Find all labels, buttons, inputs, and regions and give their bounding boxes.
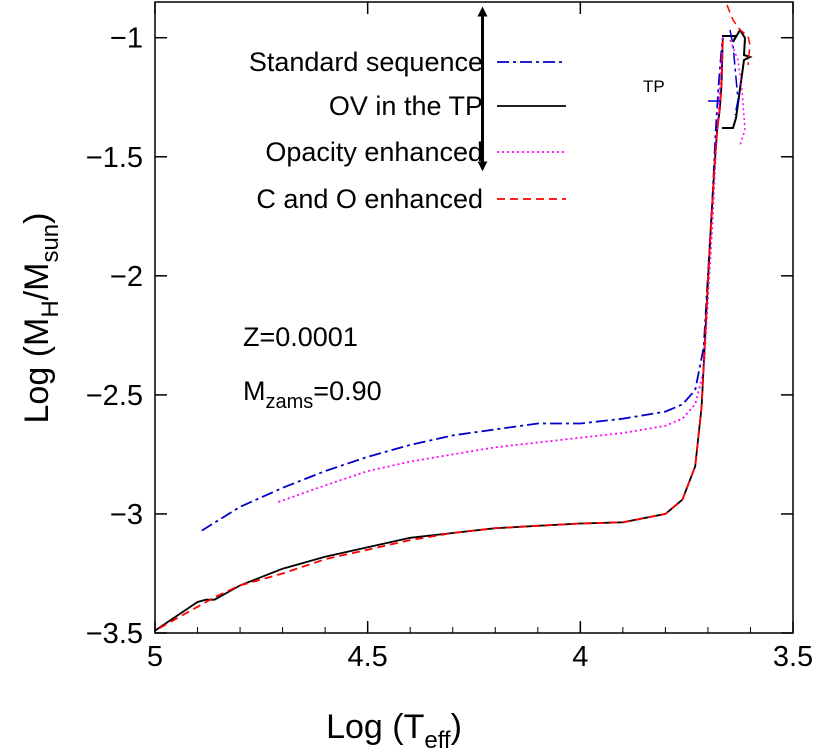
legend-label-2: Opacity enhanced	[265, 137, 483, 167]
zams-mass-annotation: Mzams=0.90	[243, 376, 382, 413]
legend-label-1: OV in the TP	[329, 91, 483, 121]
y-axis-label-main: Log (M	[18, 318, 56, 424]
zams-mass-value: =0.90	[313, 376, 381, 406]
x-axis-label-main: Log (T	[326, 708, 424, 746]
tp-spike-black	[722, 28, 753, 129]
series-line-3	[158, 37, 724, 629]
y-tick-label-2: −2	[110, 261, 143, 293]
y-tick-label-1: −1.5	[86, 142, 143, 174]
zams-mass-sub: zams	[266, 391, 314, 413]
y-axis-label-sub2: sun	[37, 224, 64, 263]
x-axis-label: Log (Teff)	[326, 708, 462, 754]
series-line-2	[277, 37, 725, 503]
x-tick-label-3: 3.5	[773, 641, 813, 673]
y-axis-label: Log (MH/Msun)	[18, 213, 64, 424]
thermal-pulse-spikes	[708, 4, 753, 146]
plot-frame	[154, 1, 794, 634]
x-tick-label-1: 4.5	[348, 641, 388, 673]
metallicity-annotation: Z=0.0001	[243, 322, 358, 352]
series-line-1	[155, 37, 724, 632]
x-tick-label-2: 4	[572, 641, 588, 673]
y-tick-label-5: −3.5	[86, 618, 143, 650]
y-tick-label-0: −1	[110, 23, 143, 55]
zams-mass-prefix: M	[243, 376, 266, 406]
x-tick-label-0: 5	[147, 641, 163, 673]
legend: Standard sequence OV in the TP Opacity enh…	[249, 47, 566, 214]
tp-spike-blue	[708, 29, 739, 116]
legend-label-3: C and O enhanced	[256, 184, 483, 214]
series-line-0	[201, 37, 724, 532]
x-axis-label-close: )	[451, 708, 462, 746]
y-axis-label-close: )	[18, 213, 56, 224]
y-tick-label-3: −2.5	[86, 380, 143, 412]
tp-label: TP	[643, 77, 665, 96]
tp-spike-magenta	[729, 39, 746, 146]
y-axis-label-mid: /M	[18, 263, 56, 301]
axis-ticks: 5 4.5 4 3.5 −1 −1.5 −2 −2.5 −3 −3.5	[86, 2, 813, 673]
y-tick-label-4: −3	[110, 499, 143, 531]
y-axis-label-sub1: H	[37, 300, 64, 317]
tp-spike-red	[726, 4, 751, 66]
legend-label-0: Standard sequence	[249, 47, 483, 77]
series-group	[155, 37, 725, 632]
x-axis-label-sub: eff	[424, 727, 451, 754]
